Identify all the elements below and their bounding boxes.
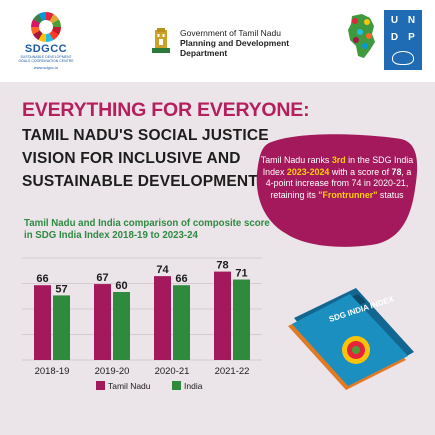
sdgcc-url: www.sdgcc.in: [33, 65, 59, 70]
undp-logo: U N D P: [384, 10, 422, 70]
callout-score: 78: [391, 166, 402, 177]
header-bar: SDGCC SUSTAINABLE DEVELOPMENT GOALS COOR…: [0, 0, 435, 82]
callout-part-2: in the SDG India Index: [262, 155, 414, 177]
bar-tamil-nadu: [214, 271, 231, 360]
callout-part-4: , a 4-point increase from 74 in 2020-21,…: [265, 166, 412, 200]
undp-letter-p: P: [408, 32, 415, 43]
x-tick-label: 2020-21: [155, 366, 190, 377]
bar-india: [233, 279, 250, 360]
sdg-wheel-icon: [31, 12, 61, 42]
x-tick-label: 2021-22: [215, 366, 250, 377]
tamil-nadu-map-icon: [348, 14, 375, 58]
legend-label: Tamil Nadu: [108, 381, 151, 391]
callout-years: 2023-2024: [286, 166, 330, 177]
govt-line-3: Department: [180, 48, 228, 58]
sdgcc-name: SDGCC: [24, 43, 68, 55]
bar-india: [53, 295, 70, 360]
govt-department-text: Government of Tamil Nadu Planning and De…: [180, 28, 289, 58]
govt-line-1: Government of Tamil Nadu: [180, 28, 281, 38]
bar-india: [113, 292, 130, 360]
bar-value-label: 78: [216, 260, 228, 272]
bar-chart: 66 57 2018-19 67 60 2019-20 74 66 2020-21 78 71 202…: [22, 257, 262, 391]
headline-accent: EVERYTHING FOR EVERYONE:: [22, 99, 310, 121]
bar-tamil-nadu: [34, 285, 51, 360]
headline-line-4: SUSTAINABLE DEVELOPMENT: [22, 173, 258, 190]
headline-body: TAMIL NADU'S SOCIAL JUSTICE VISION FOR I…: [22, 124, 269, 193]
legend-swatch: [172, 381, 181, 390]
bar-value-label: 66: [175, 273, 187, 285]
govt-line-2: Planning and Development: [180, 38, 290, 48]
callout-part-1: Tamil Nadu ranks: [260, 155, 332, 165]
chart-subtitle: Tamil Nadu and India comparison of compo…: [24, 218, 270, 241]
sdg-report-image: SDG INDIA INDEX: [288, 288, 414, 390]
callout-part-3: with a score of: [329, 166, 392, 177]
bar-tamil-nadu: [154, 276, 171, 360]
callout-blob: [256, 134, 418, 247]
callout-part-5: status: [377, 189, 404, 200]
state-emblem-icon: [152, 28, 170, 53]
sdgcc-logo: SDGCC SUSTAINABLE DEVELOPMENT GOALS COOR…: [16, 12, 76, 74]
bar-value-label: 71: [235, 268, 247, 280]
callout-text: Tamil Nadu ranks 3rd in the SDG India In…: [258, 155, 416, 201]
bar-value-label: 74: [156, 264, 169, 276]
bar-value-label: 60: [115, 280, 127, 292]
headline-line-3: VISION FOR INCLUSIVE AND: [22, 150, 241, 167]
legend-swatch: [96, 381, 105, 390]
undp-globe-icon: [392, 51, 414, 65]
bar-value-label: 67: [96, 272, 108, 284]
callout-status: "Frontrunner": [318, 189, 378, 200]
legend-label: India: [184, 381, 203, 391]
bar-value-label: 66: [36, 273, 48, 285]
x-tick-label: 2019-20: [95, 366, 130, 377]
bar-value-label: 57: [55, 283, 67, 295]
bar-india: [173, 285, 190, 360]
headline-line-2: TAMIL NADU'S SOCIAL JUSTICE: [22, 127, 269, 144]
undp-letter-n: N: [407, 15, 416, 26]
undp-letter-d: D: [390, 32, 399, 43]
bar-tamil-nadu: [94, 284, 111, 360]
undp-letter-u: U: [390, 15, 399, 26]
sdgcc-subtitle: SUSTAINABLE DEVELOPMENT GOALS COORDINATI…: [18, 55, 74, 63]
x-tick-label: 2018-19: [35, 366, 70, 377]
callout-rank: 3rd: [331, 155, 346, 165]
